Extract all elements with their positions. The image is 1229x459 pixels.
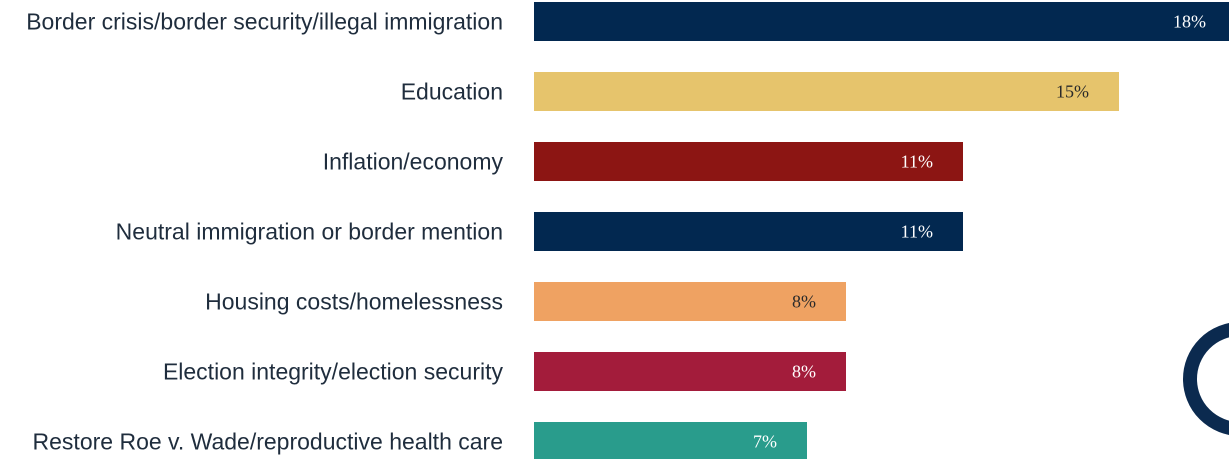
value-label: 8%: [792, 362, 816, 382]
value-label: 15%: [1056, 82, 1089, 102]
category-labels-group: Border crisis/border security/illegal im…: [26, 9, 503, 455]
bar: [534, 422, 807, 459]
value-label: 11%: [901, 152, 933, 172]
bar: [534, 282, 846, 321]
bar: [534, 2, 1229, 41]
category-label: Election integrity/election security: [163, 359, 504, 385]
bar: [534, 72, 1119, 111]
bar: [534, 142, 963, 181]
category-label: Inflation/economy: [323, 149, 504, 175]
logo-ring-icon: [1183, 323, 1229, 435]
value-label: 11%: [901, 222, 933, 242]
value-labels-group: 18% 15% 11% 11% 8% 8% 7%: [753, 12, 1206, 452]
category-label: Education: [401, 79, 503, 105]
value-label: 7%: [753, 432, 777, 452]
value-label: 8%: [792, 292, 816, 312]
value-label: 18%: [1173, 12, 1206, 32]
category-label: Restore Roe v. Wade/reproductive health …: [33, 429, 503, 455]
category-label: Housing costs/homelessness: [205, 289, 503, 315]
bar: [534, 352, 846, 391]
category-label: Neutral immigration or border mention: [116, 219, 503, 245]
category-label: Border crisis/border security/illegal im…: [26, 9, 503, 35]
bar: [534, 212, 963, 251]
bars-group: [534, 2, 1229, 459]
